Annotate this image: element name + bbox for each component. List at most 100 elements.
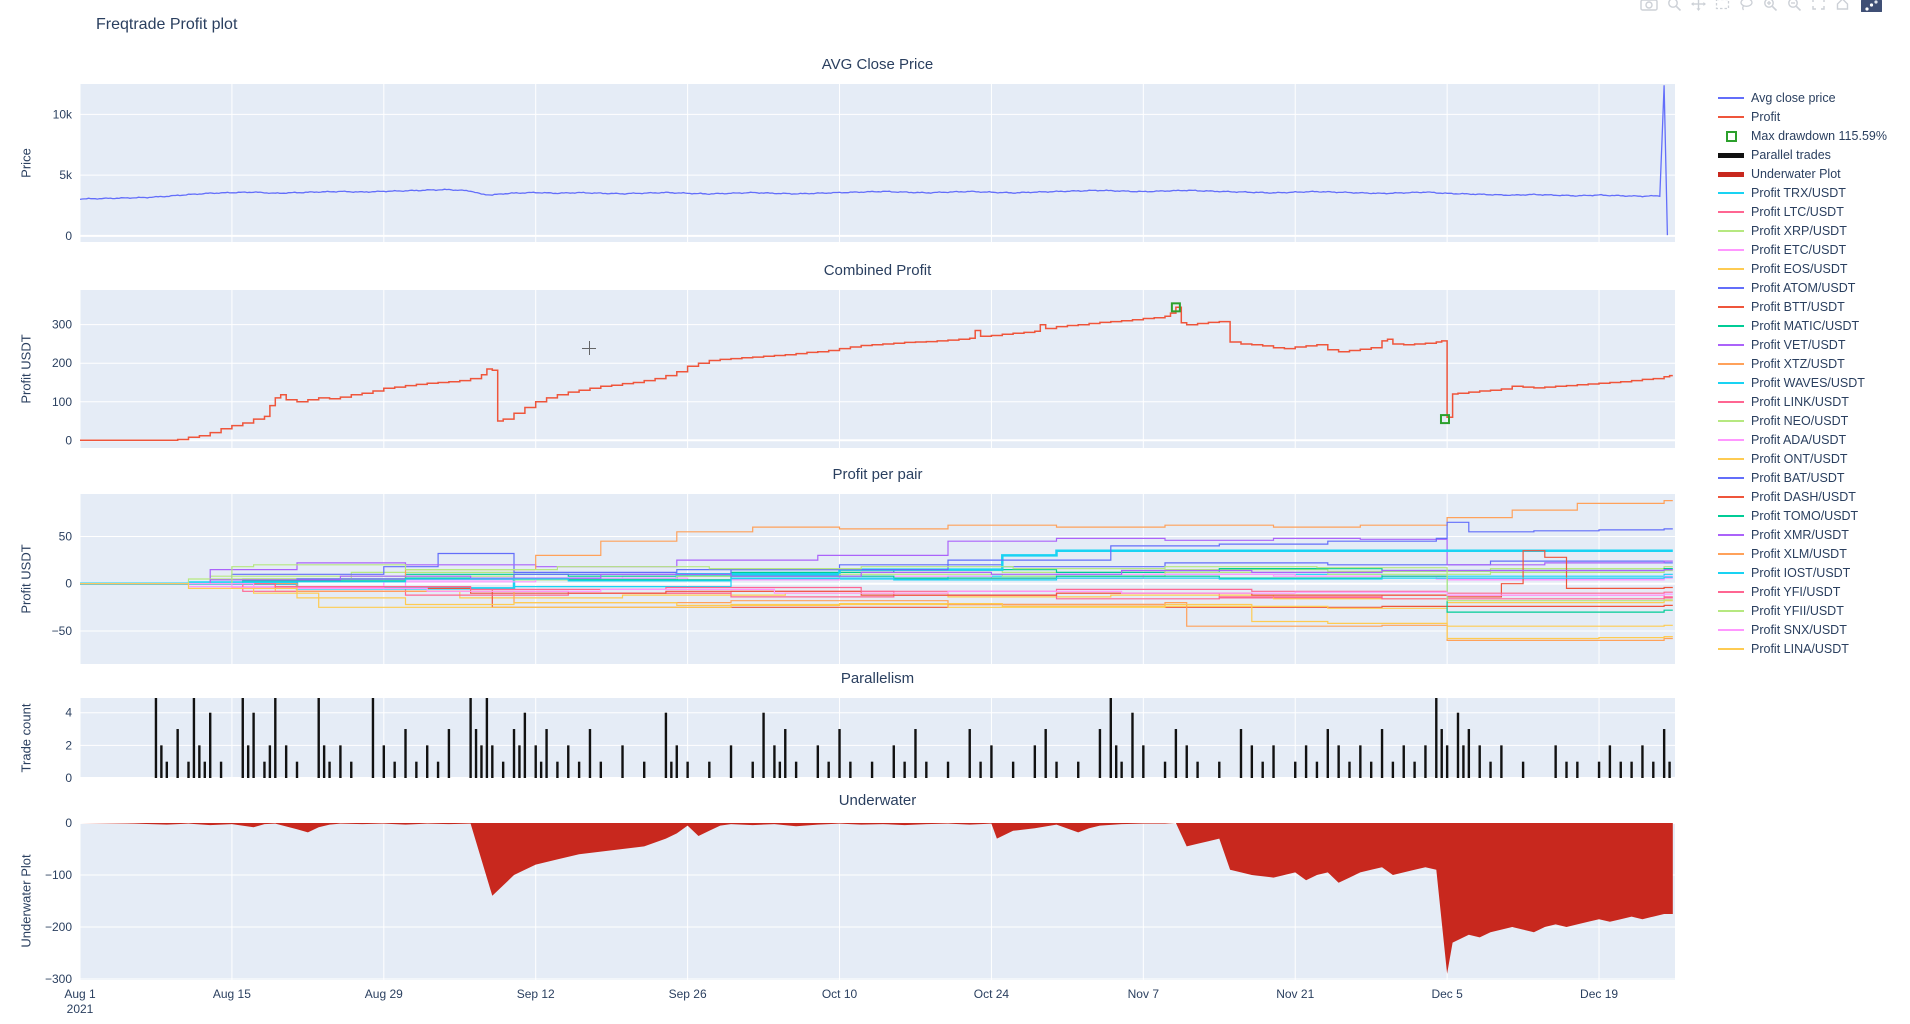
series-underwater-plot[interactable] (80, 823, 1673, 974)
plot-area-parallelism[interactable] (80, 698, 1675, 778)
parallel-trade-bar[interactable] (1239, 729, 1243, 778)
parallel-trade-bar[interactable] (1668, 761, 1671, 778)
series-profit-xmr-usdt[interactable] (80, 569, 1673, 585)
legend-item-profit-yfii-usdt[interactable]: Profit YFII/USDT (1718, 603, 1887, 619)
legend-item-profit-trx-usdt[interactable]: Profit TRX/USDT (1718, 185, 1887, 201)
legend-item-profit-eos-usdt[interactable]: Profit EOS/USDT (1718, 261, 1887, 277)
legend-item-profit-neo-usdt[interactable]: Profit NEO/USDT (1718, 413, 1887, 429)
plot-area-combined-profit[interactable] (80, 290, 1675, 448)
parallel-trade-bar[interactable] (1456, 712, 1460, 778)
parallel-trade-bar[interactable] (485, 696, 489, 778)
parallel-trade-bar[interactable] (778, 761, 782, 778)
legend-item-profit-ont-usdt[interactable]: Profit ONT/USDT (1718, 451, 1887, 467)
parallel-trade-bar[interactable] (339, 745, 342, 778)
parallel-trade-bar[interactable] (501, 761, 505, 778)
legend-item-profit-dash-usdt[interactable]: Profit DASH/USDT (1718, 489, 1887, 505)
parallel-trade-bar[interactable] (1652, 761, 1655, 778)
parallel-trade-bar[interactable] (643, 761, 646, 778)
series-profit-dash-usdt[interactable] (80, 550, 1673, 598)
parallel-trade-bar[interactable] (1077, 761, 1080, 778)
parallel-trade-bar[interactable] (1250, 745, 1254, 778)
parallel-trade-bar[interactable] (1115, 745, 1118, 778)
series-profit-xtz-usdt[interactable] (80, 500, 1673, 585)
parallel-trade-bar[interactable] (925, 761, 928, 778)
series-profit-yfii-usdt[interactable] (80, 564, 1673, 602)
parallel-trade-bar[interactable] (350, 761, 353, 778)
legend-item-profit-tomo-usdt[interactable]: Profit TOMO/USDT (1718, 508, 1887, 524)
reset-axes-icon[interactable] (1835, 0, 1850, 11)
series-profit-lina-usdt[interactable] (80, 583, 1673, 640)
max-drawdown-marker[interactable] (1439, 414, 1450, 425)
parallel-trade-bar[interactable] (534, 745, 537, 778)
parallel-trade-bar[interactable] (729, 745, 733, 778)
max-drawdown-marker[interactable] (1170, 302, 1181, 313)
parallel-trade-bar[interactable] (192, 696, 196, 778)
parallel-trade-bar[interactable] (203, 761, 206, 778)
parallel-trade-bar[interactable] (1576, 761, 1579, 778)
parallel-trade-bar[interactable] (160, 745, 163, 778)
series-profit-link-usdt[interactable] (80, 583, 1673, 600)
parallel-trade-bar[interactable] (1402, 745, 1405, 778)
parallel-trade-bar[interactable] (436, 761, 440, 778)
legend-item-profit-bat-usdt[interactable]: Profit BAT/USDT (1718, 470, 1887, 486)
parallel-trade-bar[interactable] (556, 761, 559, 778)
legend-item-profit-iost-usdt[interactable]: Profit IOST/USDT (1718, 565, 1887, 581)
series-avg-close-price[interactable] (80, 85, 1669, 236)
legend-item-profit[interactable]: Profit (1718, 109, 1887, 125)
parallel-trade-bar[interactable] (1380, 729, 1384, 778)
box-select-icon[interactable] (1715, 0, 1730, 11)
parallel-trade-bar[interactable] (1489, 761, 1492, 778)
parallel-trade-bar[interactable] (1641, 745, 1644, 778)
legend-item-parallel-trades[interactable]: Parallel trades (1718, 147, 1887, 163)
parallel-trade-bar[interactable] (968, 729, 971, 778)
legend-item-profit-vet-usdt[interactable]: Profit VET/USDT (1718, 337, 1887, 353)
parallel-trade-bar[interactable] (1440, 729, 1443, 778)
parallel-trade-bar[interactable] (268, 745, 272, 778)
parallel-trade-bar[interactable] (382, 745, 386, 778)
parallel-trade-bar[interactable] (686, 761, 689, 778)
plotly-logo-icon[interactable] (1861, 0, 1882, 12)
parallel-trade-bar[interactable] (539, 761, 543, 778)
parallel-trade-bar[interactable] (1337, 745, 1340, 778)
legend-item-profit-lina-usdt[interactable]: Profit LINA/USDT (1718, 641, 1887, 657)
parallel-trade-bar[interactable] (512, 729, 516, 778)
legend-item-profit-snx-usdt[interactable]: Profit SNX/USDT (1718, 622, 1887, 638)
parallel-trade-bar[interactable] (393, 761, 396, 778)
parallel-trade-bar[interactable] (404, 729, 407, 778)
parallel-trade-bar[interactable] (1033, 745, 1037, 778)
parallel-trade-bar[interactable] (426, 745, 429, 778)
series-profit-vet-usdt[interactable] (80, 537, 1673, 585)
parallel-trade-bar[interactable] (914, 729, 917, 778)
parallel-trade-bar[interactable] (322, 745, 326, 778)
zoom-out-icon[interactable] (1787, 0, 1802, 11)
parallel-trade-bar[interactable] (209, 712, 212, 778)
plot-area-avg-close-price[interactable] (80, 84, 1675, 242)
series-profit-atom-usdt[interactable] (80, 552, 1673, 585)
parallel-trade-bar[interactable] (246, 745, 250, 778)
legend-item-underwater-plot[interactable]: Underwater Plot (1718, 166, 1887, 182)
parallel-trade-bar[interactable] (1098, 729, 1102, 778)
parallel-trade-bar[interactable] (946, 761, 950, 778)
legend-item-profit-atom-usdt[interactable]: Profit ATOM/USDT (1718, 280, 1887, 296)
legend-item-profit-matic-usdt[interactable]: Profit MATIC/USDT (1718, 318, 1887, 334)
parallel-trade-bar[interactable] (1294, 761, 1297, 778)
legend-item-profit-btt-usdt[interactable]: Profit BTT/USDT (1718, 299, 1887, 315)
legend-item-profit-yfi-usdt[interactable]: Profit YFI/USDT (1718, 584, 1887, 600)
legend-item-profit-xrp-usdt[interactable]: Profit XRP/USDT (1718, 223, 1887, 239)
parallel-trade-bar[interactable] (588, 729, 592, 778)
parallel-trade-bar[interactable] (252, 712, 255, 778)
parallel-trade-bar[interactable] (784, 729, 787, 778)
zoom-in-icon[interactable] (1763, 0, 1778, 11)
parallel-trade-bar[interactable] (708, 761, 711, 778)
parallel-trade-bar[interactable] (1055, 761, 1058, 778)
parallel-trade-bar[interactable] (979, 761, 982, 778)
parallel-trade-bar[interactable] (198, 745, 201, 778)
parallel-trade-bar[interactable] (1218, 761, 1221, 778)
parallel-trade-bar[interactable] (621, 745, 624, 778)
zoom-icon[interactable] (1667, 0, 1682, 11)
parallel-trade-bar[interactable] (165, 761, 169, 778)
series-profit-iost-usdt[interactable] (80, 576, 1673, 585)
parallel-trade-bar[interactable] (1413, 761, 1416, 778)
parallel-trade-bar[interactable] (773, 745, 776, 778)
parallel-trade-bar[interactable] (263, 761, 266, 778)
